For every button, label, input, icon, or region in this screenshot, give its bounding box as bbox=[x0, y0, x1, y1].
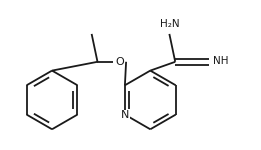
Text: N: N bbox=[121, 110, 129, 120]
Text: O: O bbox=[115, 57, 124, 67]
Text: NH: NH bbox=[213, 56, 229, 66]
Text: H₂N: H₂N bbox=[160, 19, 180, 29]
